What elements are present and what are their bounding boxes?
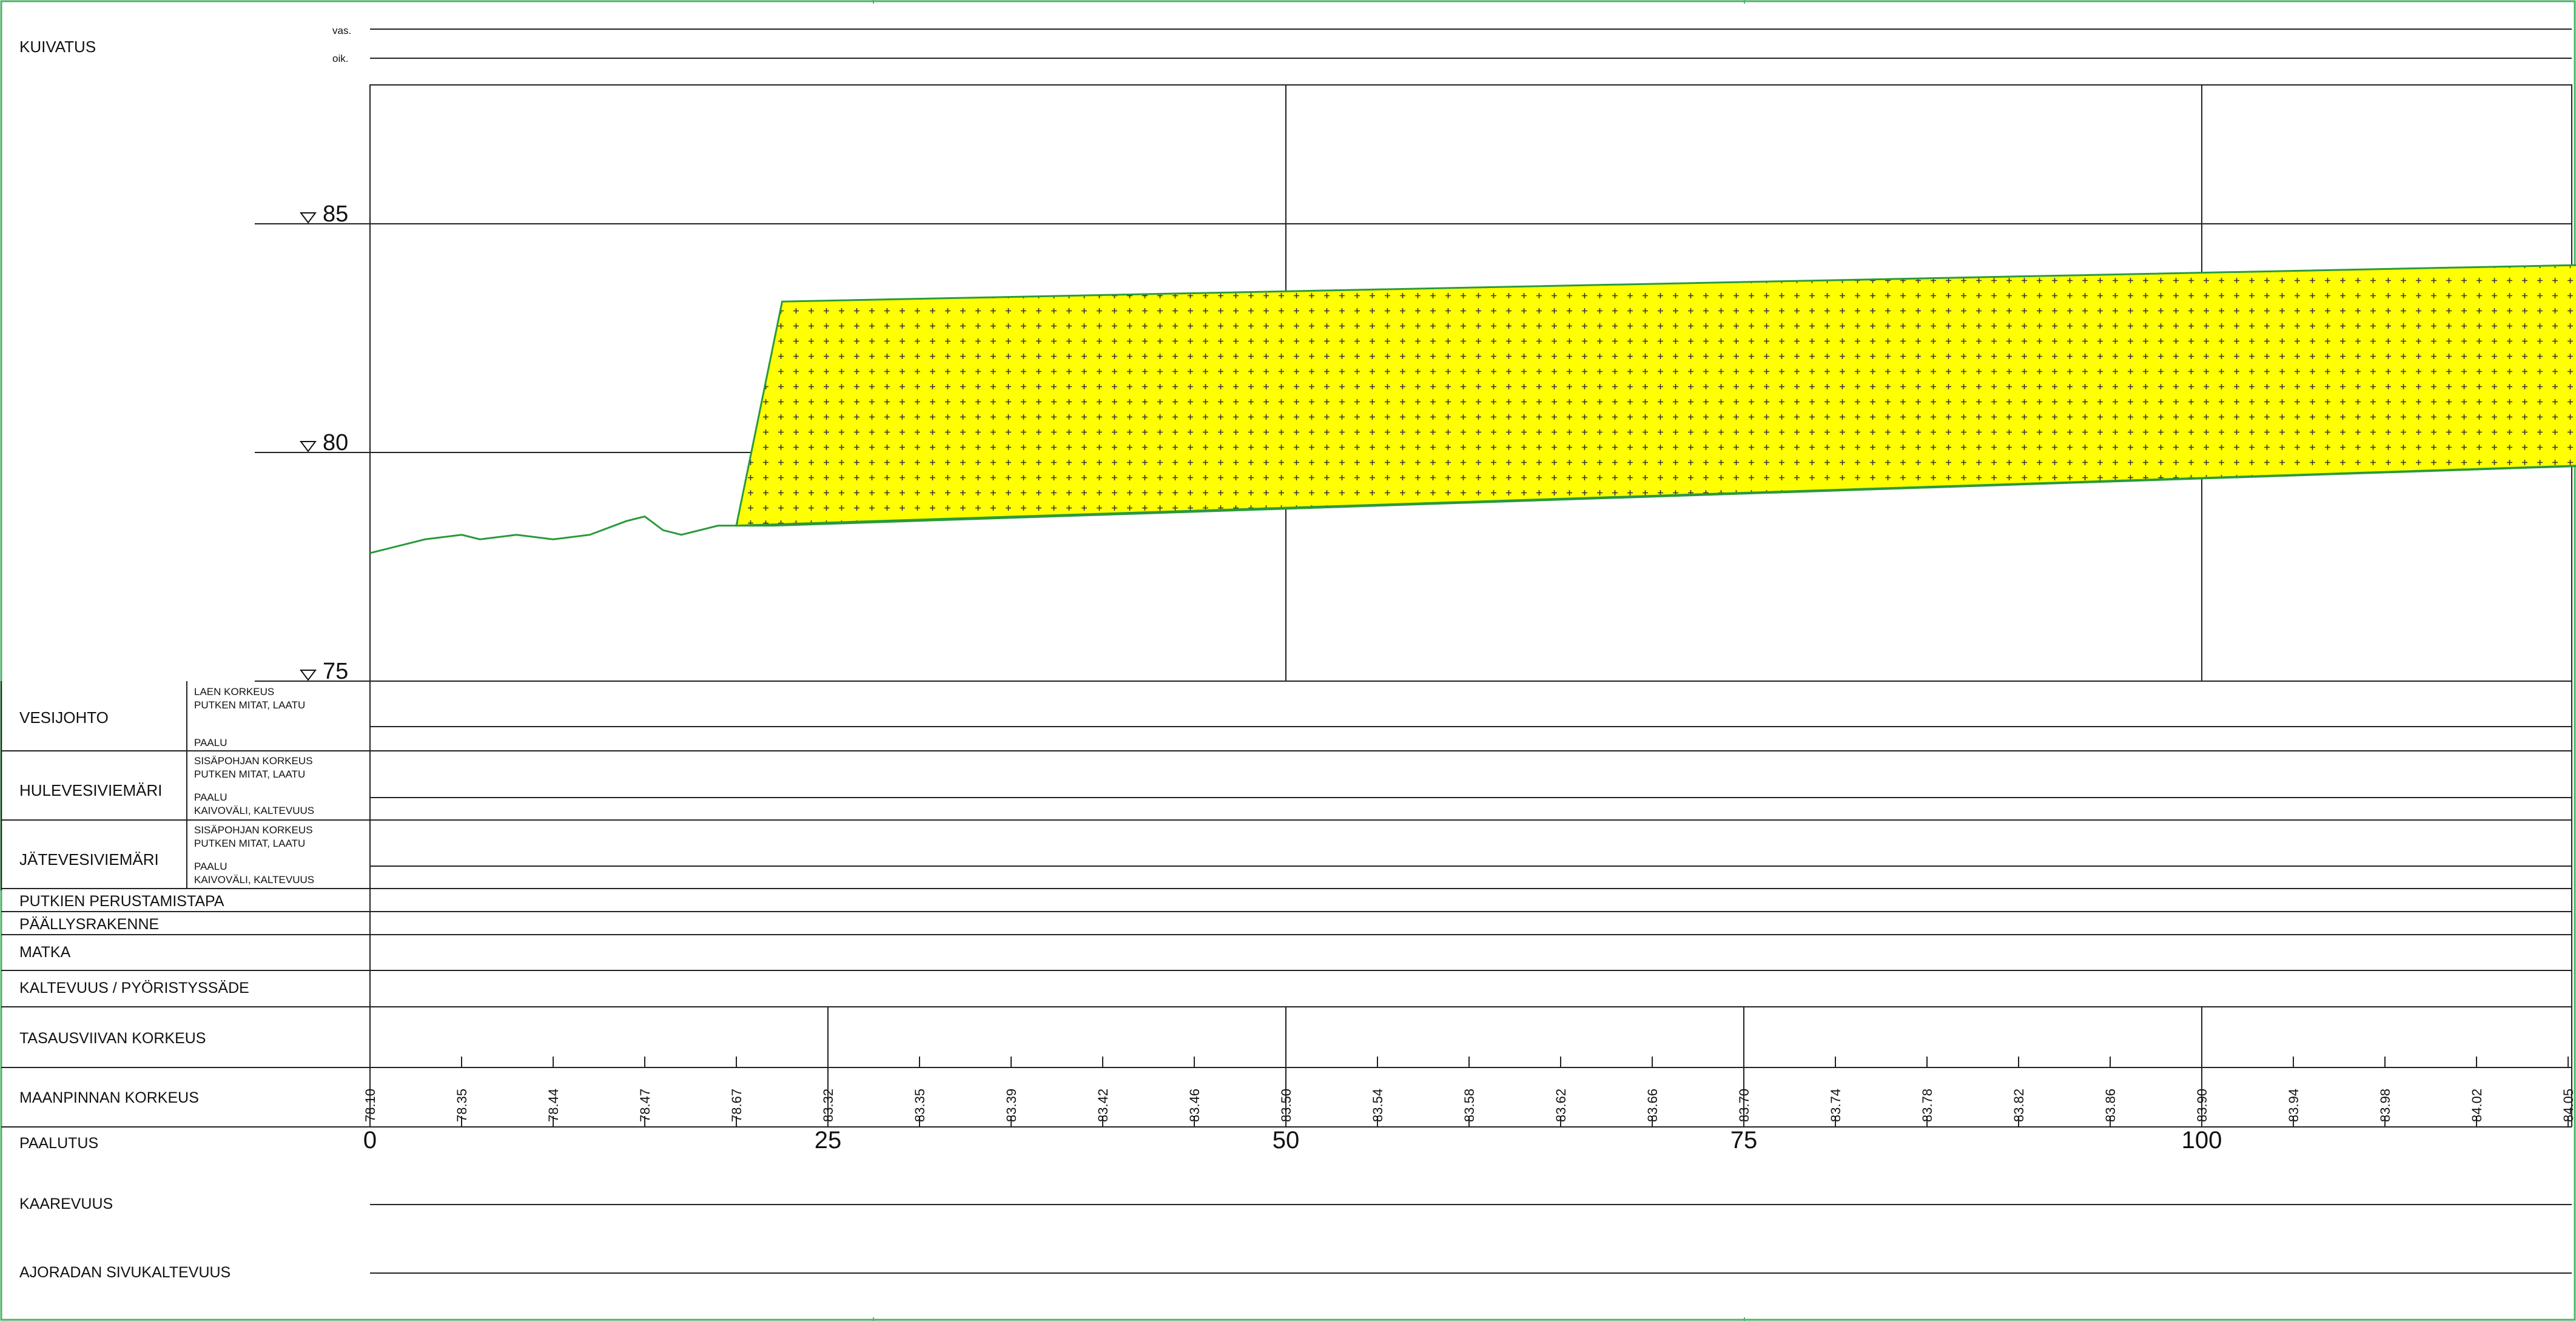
jatevesiviemari-title: JÄTEVESIVIEMÄRI — [19, 850, 159, 869]
kaltevuus-label: KALTEVUUS / PYÖRISTYSSÄDE — [19, 980, 249, 997]
vesijohto-sub2: PUTKEN MITAT, LAATU — [194, 699, 305, 711]
embankment-hatch — [735, 264, 2576, 527]
ground-height-label: 83.98 — [2378, 1089, 2393, 1122]
jatevesiviemari-sub3: PAALU — [194, 861, 227, 872]
ground-height-label: 78.35 — [454, 1089, 469, 1122]
hulevesiviemari-sub1: SISÄPOHJAN KORKEUS — [194, 755, 313, 767]
vesijohto-title: VESIJOHTO — [19, 708, 109, 727]
ground-height-label: 78.10 — [363, 1089, 378, 1122]
ground-height-label: 83.90 — [2194, 1089, 2210, 1122]
ground-height-label: 83.82 — [2011, 1089, 2026, 1122]
ground-layer — [369, 465, 2576, 554]
station-label: 75 — [1730, 1127, 1758, 1154]
station-label: 100 — [2182, 1127, 2222, 1154]
ground-height-label: 83.58 — [1462, 1089, 1477, 1122]
ground-height-label: 83.86 — [2103, 1089, 2118, 1122]
ground-height-label: 83.66 — [1645, 1089, 1660, 1122]
ground-height-label: 78.44 — [546, 1089, 561, 1122]
ajoradan-sivukaltevuus-label: AJORADAN SIVUKALTEVUUS — [19, 1264, 230, 1281]
ground-height-label: 84.02 — [2469, 1089, 2484, 1122]
maanpinnan-korkeus-label: MAANPINNAN KORKEUS — [19, 1089, 199, 1106]
ground-height-label: 78.47 — [637, 1089, 653, 1122]
ground-height-label: 83.62 — [1553, 1089, 1569, 1122]
station-label: 25 — [815, 1127, 842, 1154]
profile-table: VESIJOHTO LAEN KORKEUS PUTKEN MITAT, LAA… — [1, 681, 2576, 1281]
jatevesiviemari-sub2: PUTKEN MITAT, LAATU — [194, 838, 305, 849]
elevation-label: 85 — [323, 201, 348, 227]
kaarevuus-label: KAAREVUUS — [19, 1195, 113, 1212]
jatevesiviemari-sub4: KAIVOVÄLI, KALTEVUUS — [194, 874, 314, 886]
ground-height-label: 83.50 — [1279, 1089, 1294, 1122]
elevation-marker-icon — [300, 212, 317, 224]
paallysrakenne-label: PÄÄLLYSRAKENNE — [19, 916, 159, 933]
embankment-layer — [735, 264, 2576, 527]
putkien-perustamistapa-label: PUTKIEN PERUSTAMISTAPA — [19, 893, 224, 910]
hulevesiviemari-title: HULEVESIVIEMÄRI — [19, 781, 163, 799]
station-layer: 0255075100125150175200 — [363, 1007, 2569, 1154]
elevation-label: 80 — [323, 430, 348, 455]
ground-height-label: 83.42 — [1095, 1089, 1111, 1122]
ground-height-label: 83.70 — [1737, 1089, 1752, 1122]
ground-height-label: 83.35 — [912, 1089, 927, 1122]
elevation-labels: 85 80 75 — [300, 201, 348, 684]
drainage-title: KUIVATUS — [19, 38, 96, 56]
ground-height-label: 83.39 — [1004, 1089, 1019, 1122]
elevation-marker-icon — [300, 670, 317, 681]
elevation-marker-icon — [300, 441, 317, 452]
profile-plot: 85 80 75 — [255, 84, 2576, 684]
hulevesiviemari-sub2: PUTKEN MITAT, LAATU — [194, 768, 305, 780]
ground-height-label: 84.05 — [2561, 1089, 2576, 1122]
hulevesiviemari-sub4: KAIVOVÄLI, KALTEVUUS — [194, 805, 314, 816]
ground-height-label: 83.78 — [1920, 1089, 1935, 1122]
ground-height-label: 83.94 — [2286, 1089, 2301, 1122]
vesijohto-sub3: PAALU — [194, 737, 227, 748]
drainage-right-label: oik. — [332, 53, 348, 64]
ground-height-label: 83.54 — [1370, 1089, 1385, 1122]
ground-height-label: 83.32 — [821, 1089, 836, 1122]
elevation-label: 75 — [323, 659, 348, 684]
station-label: 50 — [1273, 1127, 1300, 1154]
original-ground-line — [369, 465, 2576, 554]
hulevesiviemari-sub3: PAALU — [194, 792, 227, 803]
paalutus-label: PAALUTUS — [19, 1135, 98, 1152]
matka-label: MATKA — [19, 944, 71, 961]
ground-height-label: 83.46 — [1187, 1089, 1202, 1122]
ground-height-layer: 78.10 78.35 78.44 78.47 78.67 83.32 83.35 83.39… — [363, 1089, 2576, 1122]
vesijohto-sub1: LAEN KORKEUS — [194, 686, 274, 697]
ground-height-label: 83.74 — [1828, 1089, 1843, 1122]
station-label: 0 — [363, 1127, 377, 1154]
ground-height-label: 78.67 — [729, 1089, 744, 1122]
tasausviivan-korkeus-label: TASAUSVIIVAN KORKEUS — [19, 1030, 206, 1047]
jatevesiviemari-sub1: SISÄPOHJAN KORKEUS — [194, 824, 313, 836]
drainage-left-label: vas. — [332, 25, 351, 36]
